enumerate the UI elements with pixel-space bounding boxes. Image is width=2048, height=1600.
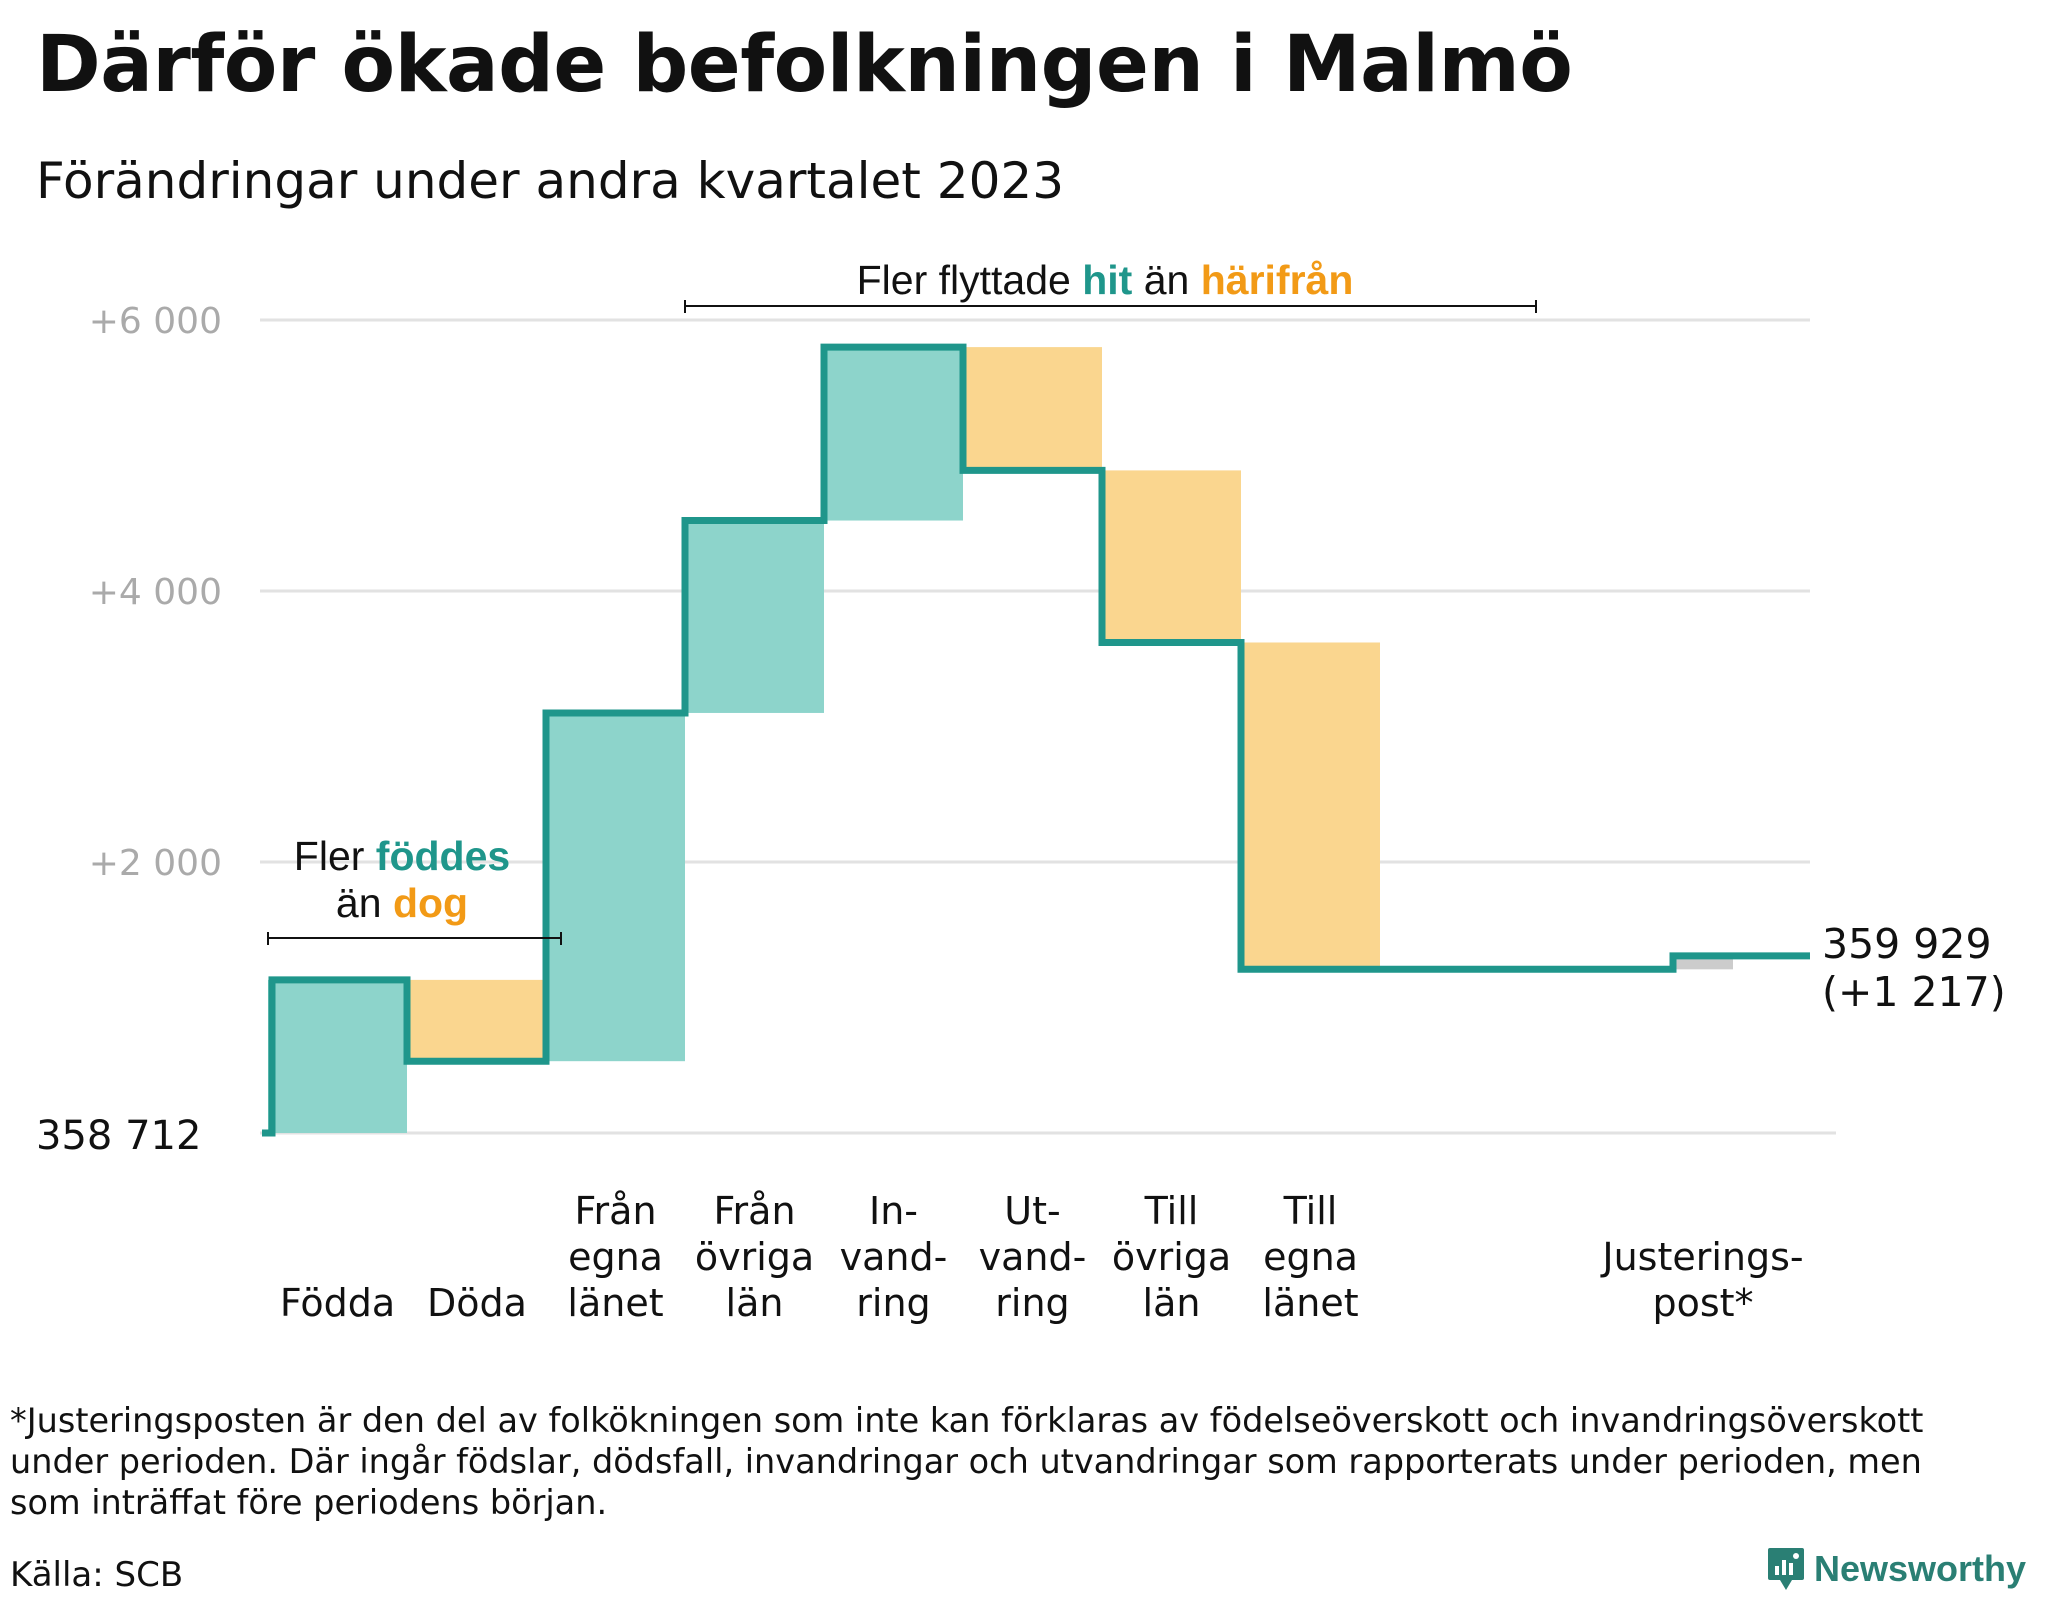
- x-axis-label: län: [1143, 1281, 1201, 1325]
- annotation-highlight: dog: [393, 880, 468, 926]
- chart-title: Därför ökade befolkningen i Malmö: [36, 20, 1573, 110]
- x-axis-label: Från: [713, 1189, 795, 1233]
- source-note: Källa: SCB: [10, 1555, 184, 1595]
- annotation-space: [1189, 257, 1200, 303]
- newsworthy-logo-icon: [1768, 1548, 1804, 1590]
- start-value-label: 358 712: [36, 1113, 201, 1159]
- y-tick-label: +6 000: [89, 301, 222, 342]
- x-axis-label: Justerings-: [1600, 1235, 1803, 1279]
- annotation-text: Fler flyttade: [857, 257, 1071, 303]
- x-axis-label: övriga: [695, 1235, 814, 1279]
- y-axis-ticks: +2 000 +4 000 +6 000: [89, 301, 222, 884]
- x-axis-label: ring: [995, 1281, 1069, 1325]
- annotation-highlight: föddes: [376, 833, 510, 879]
- step-line-layer: [262, 343, 1810, 1137]
- x-axis-label: vand-: [979, 1235, 1087, 1279]
- x-axis-label: egna: [568, 1235, 663, 1279]
- y-tick-label: +2 000: [89, 843, 222, 884]
- y-tick-label: +4 000: [89, 572, 222, 613]
- x-axis-label: länet: [567, 1281, 663, 1325]
- footnote-line: *Justeringsposten är den del av folkökni…: [10, 1401, 1924, 1440]
- births-annotation-line1: Fler föddes: [294, 833, 510, 879]
- x-axis-label: ring: [856, 1281, 930, 1325]
- brand-name: Newsworthy: [1814, 1548, 2027, 1589]
- x-axis-label: Till: [1283, 1189, 1338, 1233]
- x-axis-label: Ut-: [1004, 1189, 1060, 1233]
- migration-annotation: Fler flyttade hit än härifrån: [857, 257, 1354, 303]
- bar-invandring: [824, 347, 963, 521]
- x-axis-label: övriga: [1112, 1235, 1231, 1279]
- brand-logo: Newsworthy: [1766, 1546, 2026, 1592]
- migration-bracket: [684, 300, 1537, 313]
- x-axis-label: egna: [1263, 1235, 1358, 1279]
- chart-subtitle: Förändringar under andra kvartalet 2023: [36, 152, 1065, 210]
- annotation-highlight: härifrån: [1201, 257, 1354, 303]
- bar-utvandring: [963, 347, 1102, 471]
- x-axis-label: In-: [869, 1189, 918, 1233]
- x-axis-label: Döda: [427, 1281, 527, 1325]
- end-value-label: 359 929: [1822, 920, 1992, 968]
- x-axis-label: Födda: [280, 1281, 395, 1325]
- x-axis-label: Till: [1144, 1189, 1199, 1233]
- bar-till-egna-länet: [1241, 642, 1380, 970]
- x-axis-label: vand-: [840, 1235, 948, 1279]
- waterfall-chart: +2 000 +4 000 +6 000 358 712 359 929(+1 217…: [36, 257, 2006, 1325]
- x-axis-label: Från: [574, 1189, 656, 1233]
- annotation-space: [382, 880, 393, 926]
- gridlines: [260, 318, 1836, 1135]
- x-axis-label: län: [726, 1281, 784, 1325]
- annotation-text: än: [1144, 257, 1190, 303]
- bars: [268, 347, 1733, 1133]
- bar-från-övriga-län: [685, 520, 824, 713]
- step-line: [262, 343, 1810, 1137]
- annotation-space: [1132, 257, 1143, 303]
- annotation-space: [1071, 257, 1082, 303]
- births-annotation-line2: än dog: [336, 880, 468, 926]
- x-axis-label: post*: [1652, 1281, 1753, 1325]
- x-axis-label: länet: [1262, 1281, 1358, 1325]
- footnote-line: som inträffat före periodens början.: [10, 1483, 608, 1522]
- footnote-line: under perioden. Där ingår födslar, dödsf…: [10, 1442, 1922, 1481]
- bar-födda: [268, 979, 407, 1133]
- bar-från-egna-länet: [546, 712, 685, 1062]
- footnote: *Justeringsposten är den del av folkökni…: [10, 1400, 2040, 1523]
- annotation-text: än: [336, 880, 382, 926]
- annotation-highlight: hit: [1082, 257, 1132, 303]
- annotation-text: Fler: [294, 833, 376, 879]
- bar-döda: [407, 979, 546, 1062]
- births-bracket: [267, 932, 562, 945]
- end-change-label: (+1 217): [1822, 968, 2006, 1016]
- bar-till-övriga-län: [1102, 470, 1241, 643]
